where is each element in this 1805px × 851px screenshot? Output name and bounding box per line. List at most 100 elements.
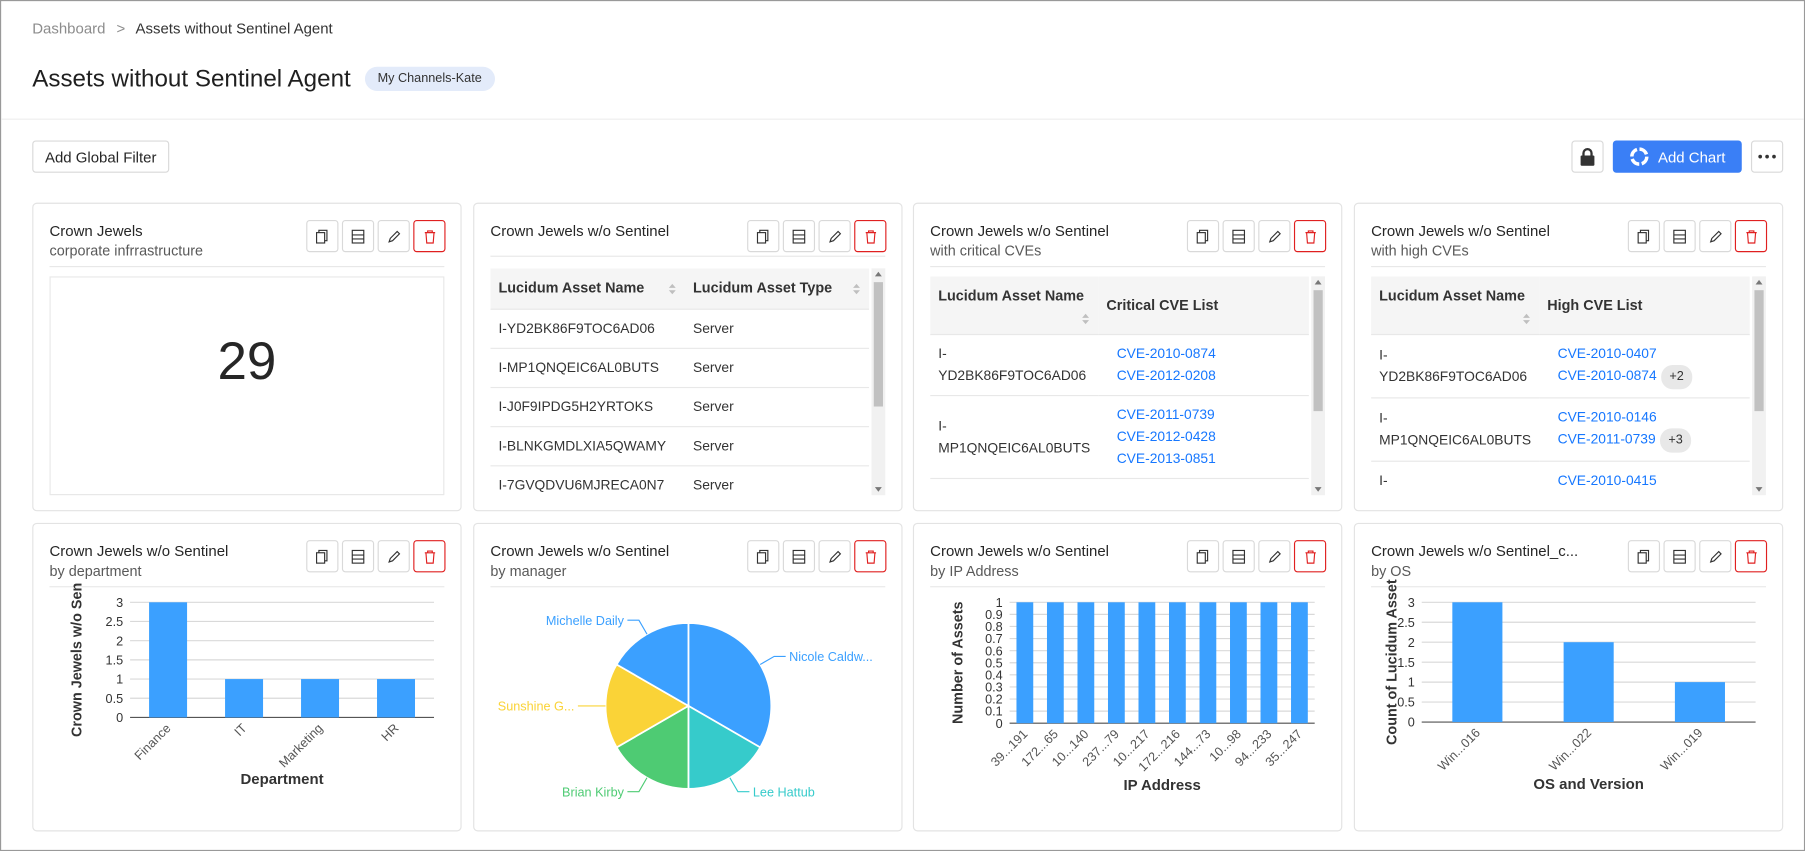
edit-button[interactable] [1258,219,1291,253]
sort-icon[interactable] [1081,313,1090,325]
column-header[interactable]: Lucidum Asset Type [684,268,870,310]
copy-button[interactable] [1627,219,1661,253]
cve-id[interactable]: CVE-2010-0874 [1557,367,1657,384]
cve-link[interactable]: CVE-2012-0208 [1117,365,1301,387]
cve-link[interactable]: CVE-2010-0874 [1117,343,1301,365]
table-view-button[interactable] [1222,219,1255,253]
cve-id[interactable]: CVE-2011-0739 [1116,406,1215,423]
delete-button[interactable] [1293,540,1327,573]
cve-id[interactable]: CVE-2012-0428 [1116,428,1216,445]
sort-icon[interactable] [852,283,861,295]
y-tick-label: 0.7 [985,632,1003,646]
delete-button[interactable] [1734,219,1768,253]
scrollbar-thumb[interactable] [873,282,883,407]
button-icon [1709,550,1722,563]
button-icon [1268,230,1281,243]
more-badge[interactable]: +2 [1661,365,1692,390]
more-button[interactable] [1750,140,1784,173]
widget-title: Crown Jewels [49,222,143,240]
edit-button[interactable] [377,219,410,253]
breadcrumb-link[interactable]: Dashboard [32,19,106,37]
table-row: I-BLNKGMDLXIA5QWAMY Server [490,426,870,467]
channel-tag[interactable]: My Channels-Kate [364,66,495,91]
scrollbar-thumb[interactable] [1754,290,1764,411]
cve-link[interactable]: CVE-2011-0739 +3 [1557,428,1742,453]
copy-button[interactable] [747,540,780,573]
cve-id[interactable]: CVE-2011-0739 [1557,430,1656,447]
header-divider [49,266,445,268]
column-header[interactable]: Lucidum Asset Name [1371,276,1540,336]
delete-button[interactable] [854,540,887,573]
cve-link[interactable]: CVE-2013-0851 [1117,448,1301,470]
copy-button[interactable] [306,540,339,573]
edit-button[interactable] [818,540,851,573]
column-header[interactable]: Critical CVE List [1098,276,1309,336]
value-cell: CVE-2010-0407 CVE-2010-0874 +2 [1539,334,1750,399]
breadcrumb: Dashboard > Assets without Sentinel Agen… [32,20,332,37]
scroll-up[interactable] [874,271,883,278]
cve-id[interactable]: CVE-2010-0146 [1557,408,1657,425]
scroll-down[interactable] [874,486,883,493]
edit-button[interactable] [1699,219,1732,253]
lock-button[interactable] [1571,140,1604,173]
cve-link[interactable]: CVE-2010-0415 [1558,470,1742,492]
cve-link[interactable]: CVE-2011-0739 [1117,404,1301,426]
edit-button[interactable] [1699,540,1732,573]
column-header[interactable]: Lucidum Asset Name [490,268,685,310]
sort-icon[interactable] [1522,313,1531,325]
edit-button[interactable] [1258,540,1291,573]
cve-link[interactable]: CVE-2010-0407 [1558,343,1742,365]
table-view-button[interactable] [782,540,816,573]
bar [1199,602,1217,724]
more-badge[interactable]: +3 [1660,428,1691,453]
breadcrumb-current: Assets without Sentinel Agent [135,19,333,37]
cve-id[interactable]: CVE-2012-0208 [1116,367,1216,384]
sort-icon[interactable] [668,283,677,295]
scrollbar-thumb[interactable] [1313,290,1323,411]
scrollbar[interactable] [1752,276,1766,496]
add-chart-button[interactable]: Add Chart [1612,140,1742,173]
value-cell: CVE-2010-0415 [1539,461,1750,496]
copy-button[interactable] [306,219,339,253]
y-tick-label: 1.5 [106,653,124,667]
scroll-down[interactable] [1754,486,1763,493]
delete-button[interactable] [854,219,887,253]
table-view-button[interactable] [782,219,816,253]
cve-id[interactable]: CVE-2013-0851 [1116,450,1216,467]
copy-button[interactable] [1627,540,1661,573]
delete-button[interactable] [413,540,446,573]
edit-button[interactable] [818,219,851,253]
button-icon [1232,229,1246,243]
cve-link[interactable]: CVE-2010-0146 [1558,407,1742,429]
delete-button[interactable] [413,219,446,253]
scroll-up[interactable] [1754,279,1763,286]
bar [1169,602,1186,724]
column-header[interactable]: Lucidum Asset Name [930,276,1099,336]
cve-id[interactable]: CVE-2010-0415 [1557,472,1657,489]
slice-label: Nicole Caldw... [789,650,873,664]
scroll-down[interactable] [1314,486,1323,493]
delete-button[interactable] [1293,219,1327,253]
cve-link[interactable]: CVE-2010-0874 +2 [1557,365,1742,390]
copy-button[interactable] [1186,540,1220,573]
scrollbar[interactable] [1311,276,1326,496]
table-view-button[interactable] [341,540,375,573]
scroll-up[interactable] [1314,279,1323,286]
table-view-button[interactable] [1222,540,1255,573]
copy-button[interactable] [1186,219,1220,253]
table-view-button[interactable] [1663,540,1696,573]
add-global-filter-button[interactable]: Add Global Filter [32,140,170,173]
table-view-button[interactable] [341,219,375,253]
cve-id[interactable]: CVE-2010-0407 [1557,345,1657,362]
button-icon [351,229,365,243]
scrollbar[interactable] [871,268,886,496]
column-header[interactable]: High CVE List [1539,276,1750,336]
delete-button[interactable] [1734,540,1768,573]
button-icon [1673,229,1686,243]
copy-button[interactable] [747,219,780,253]
table-view-button[interactable] [1663,219,1696,253]
edit-button[interactable] [377,540,410,573]
table-row: I-7GVQDVU6MJRECA0N7 Server [490,465,870,496]
cve-id[interactable]: CVE-2010-0874 [1116,345,1216,362]
cve-link[interactable]: CVE-2012-0428 [1117,426,1301,448]
